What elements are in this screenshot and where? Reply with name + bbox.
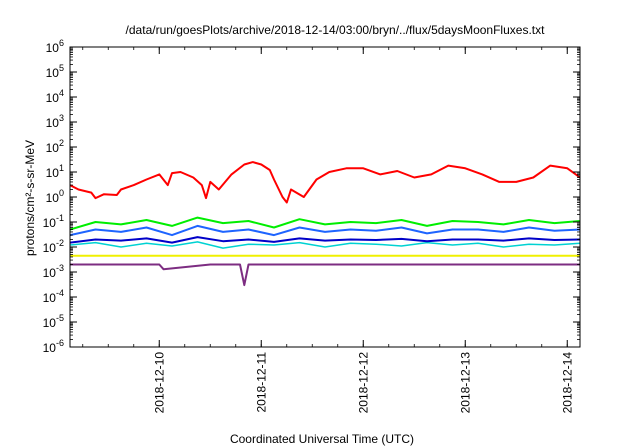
y-tick-base: 10 xyxy=(46,91,60,105)
series-line-7 xyxy=(70,263,580,287)
y-tick-exponent: 3 xyxy=(59,113,64,123)
y-tick-exponent: -4 xyxy=(56,288,64,298)
y-tick-label: 10-2 xyxy=(43,238,64,255)
y-tick-label: 10-5 xyxy=(43,313,64,330)
y-tick-label: 10-6 xyxy=(43,338,64,355)
x-axis-label: Coordinated Universal Time (UTC) xyxy=(230,432,414,446)
x-tick-label: 2018-12-13 xyxy=(458,352,472,414)
y-tick-exponent: -5 xyxy=(56,313,64,323)
y-tick-exponent: 1 xyxy=(59,163,64,173)
y-tick-exponent: 5 xyxy=(59,63,64,73)
x-tick-label: 2018-12-11 xyxy=(254,352,268,413)
y-tick-base: 10 xyxy=(43,291,57,305)
y-tick-label: 10-1 xyxy=(43,213,64,230)
y-tick-base: 10 xyxy=(46,116,60,130)
y-tick-label: 106 xyxy=(46,38,64,55)
series-line-3 xyxy=(70,241,580,249)
x-tick-label: 2018-12-10 xyxy=(152,352,166,414)
y-tick-exponent: -1 xyxy=(56,213,64,223)
y-tick-exponent: -3 xyxy=(56,263,64,273)
y-tick-label: 104 xyxy=(46,88,64,105)
chart-title: /data/run/goesPlots/archive/2018-12-14/0… xyxy=(126,23,546,37)
y-tick-label: 10-4 xyxy=(43,288,64,305)
y-tick-exponent: -6 xyxy=(56,338,64,348)
y-tick-base: 10 xyxy=(43,216,57,230)
y-tick-base: 10 xyxy=(46,41,60,55)
x-tick-label: 2018-12-12 xyxy=(356,352,370,414)
y-tick-exponent: -2 xyxy=(56,238,64,248)
y-tick-exponent: 4 xyxy=(59,88,64,98)
y-tick-exponent: 2 xyxy=(59,138,64,148)
y-tick-label: 102 xyxy=(46,138,64,155)
y-tick-base: 10 xyxy=(43,316,57,330)
y-tick-base: 10 xyxy=(43,241,57,255)
series-line-4 xyxy=(70,224,580,237)
series-line-2 xyxy=(70,216,580,231)
y-axis: 10-610-510-410-310-210-11001011021031041… xyxy=(43,38,580,355)
x-tick-label: 2018-12-14 xyxy=(560,352,574,414)
y-tick-label: 105 xyxy=(46,63,64,80)
x-axis: 2018-12-10 2018-12-11 2018-12-12 2018-12-13… xyxy=(82,47,574,414)
y-tick-label: 100 xyxy=(46,188,64,205)
y-tick-base: 10 xyxy=(46,141,60,155)
y-tick-base: 10 xyxy=(43,266,57,280)
y-tick-exponent: 6 xyxy=(59,38,64,48)
y-tick-exponent: 0 xyxy=(59,188,64,198)
y-tick-base: 10 xyxy=(43,341,57,355)
y-tick-base: 10 xyxy=(46,66,60,80)
y-tick-label: 10-3 xyxy=(43,263,64,280)
plot-frame xyxy=(69,46,581,348)
y-tick-label: 103 xyxy=(46,113,64,130)
y-tick-base: 10 xyxy=(46,191,60,205)
y-tick-base: 10 xyxy=(46,166,60,180)
series-line-5 xyxy=(70,236,580,244)
y-tick-label: 101 xyxy=(46,163,64,180)
y-axis-label: protons/cm²-s-sr-MeV xyxy=(23,140,37,256)
series-line-1 xyxy=(70,161,580,204)
series-layer xyxy=(70,161,580,287)
